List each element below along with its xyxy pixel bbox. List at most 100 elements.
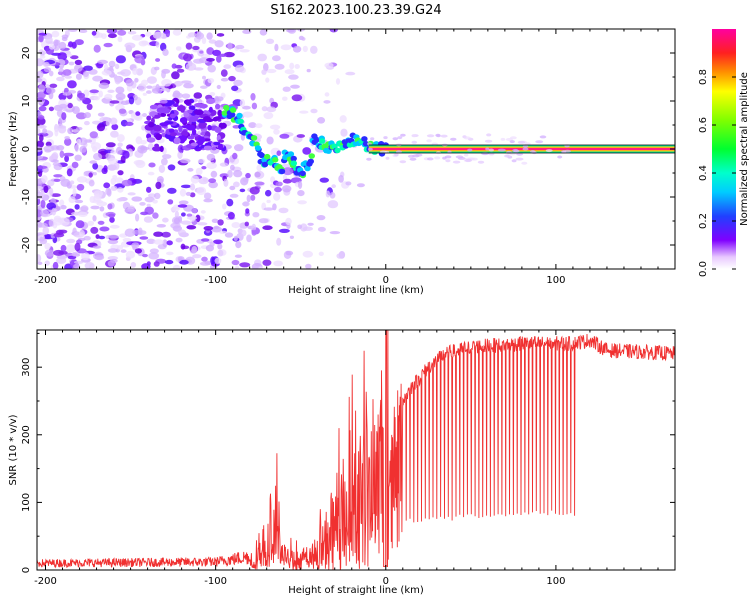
noise-blob bbox=[45, 141, 52, 147]
noise-blob bbox=[146, 186, 152, 193]
noise-blob bbox=[274, 63, 285, 70]
noise-blob bbox=[146, 238, 156, 244]
noise-blob bbox=[112, 175, 118, 179]
noise-blob bbox=[329, 29, 338, 33]
noise-blob bbox=[105, 118, 111, 127]
noise-blob bbox=[174, 80, 184, 87]
dense-blob bbox=[146, 115, 152, 121]
noise-blob bbox=[345, 71, 356, 76]
dense-blob bbox=[169, 132, 178, 137]
noise-blob bbox=[185, 62, 197, 71]
band-noise bbox=[455, 155, 464, 159]
noise-blob bbox=[276, 237, 282, 246]
noise-blob bbox=[48, 218, 55, 227]
noise-blob bbox=[251, 229, 257, 236]
dense-blob bbox=[203, 145, 213, 151]
dense-blob bbox=[203, 116, 211, 122]
dense-blob bbox=[168, 128, 175, 134]
noise-blob bbox=[66, 238, 76, 244]
noise-blob bbox=[227, 212, 235, 220]
noise-blob bbox=[63, 138, 72, 146]
noise-blob bbox=[232, 152, 238, 160]
noise-blob bbox=[219, 173, 229, 178]
noise-blob bbox=[45, 87, 56, 94]
colorbar-label: Normalized spectral amplitude bbox=[739, 72, 750, 226]
band-noise bbox=[426, 139, 432, 143]
noise-blob bbox=[143, 216, 153, 223]
noise-blob bbox=[180, 80, 192, 84]
noise-blob bbox=[239, 99, 246, 108]
dense-blob bbox=[178, 125, 183, 133]
noise-blob bbox=[39, 236, 45, 242]
dense-blob bbox=[159, 112, 167, 117]
noise-blob bbox=[124, 42, 136, 49]
noise-blob bbox=[235, 44, 245, 50]
noise-blob bbox=[223, 64, 232, 69]
noise-blob bbox=[248, 122, 257, 129]
noise-blob bbox=[195, 214, 201, 223]
noise-blob bbox=[140, 211, 149, 216]
noise-blob bbox=[201, 166, 207, 170]
noise-blob bbox=[92, 245, 102, 249]
band-noise bbox=[426, 134, 435, 138]
noise-blob bbox=[155, 41, 160, 48]
noise-blob bbox=[103, 182, 111, 189]
noise-blob bbox=[266, 199, 271, 204]
snr-ticks: -200 -100 0 100 0 100 200 300 bbox=[21, 330, 676, 587]
noise-blob bbox=[61, 34, 69, 39]
noise-blob bbox=[161, 70, 166, 79]
noise-blob bbox=[318, 251, 324, 256]
noise-blob bbox=[190, 249, 197, 254]
dense-blob bbox=[149, 104, 159, 110]
noise-blob bbox=[98, 90, 103, 98]
noise-blob bbox=[68, 29, 78, 32]
noise-blob bbox=[104, 63, 108, 70]
noise-blob bbox=[263, 207, 274, 211]
noise-blob bbox=[223, 51, 235, 58]
noise-blob bbox=[317, 226, 326, 232]
noise-blob bbox=[203, 226, 214, 231]
noise-blob bbox=[73, 260, 84, 264]
noise-blob bbox=[206, 57, 215, 62]
noise-blob bbox=[41, 175, 48, 183]
noise-blob bbox=[183, 53, 192, 62]
dense-blob bbox=[197, 136, 206, 144]
noise-blob bbox=[66, 53, 73, 57]
noise-blob bbox=[146, 203, 151, 207]
dense-blob bbox=[190, 142, 198, 147]
noise-blob bbox=[117, 134, 125, 143]
noise-blob bbox=[246, 194, 251, 203]
noise-blob bbox=[107, 239, 119, 245]
noise-blob bbox=[40, 199, 46, 209]
dense-blob bbox=[159, 100, 168, 104]
dense-blob bbox=[187, 109, 193, 114]
noise-blob bbox=[224, 232, 234, 238]
track-blob bbox=[229, 112, 236, 118]
spectrogram-marks bbox=[37, 29, 675, 269]
noise-blob bbox=[97, 220, 105, 225]
noise-blob bbox=[37, 117, 46, 126]
noise-blob bbox=[67, 102, 73, 109]
band-noise bbox=[497, 148, 506, 152]
noise-blob bbox=[71, 41, 77, 49]
noise-blob bbox=[58, 68, 64, 73]
band-noise bbox=[486, 133, 492, 137]
colorbar-tick-label: 0.4 bbox=[698, 165, 709, 181]
noise-blob bbox=[50, 193, 61, 198]
track-blob bbox=[278, 168, 286, 175]
noise-blob bbox=[296, 134, 305, 138]
noise-blob bbox=[197, 158, 206, 164]
noise-blob bbox=[272, 55, 281, 62]
noise-blob bbox=[89, 89, 99, 94]
noise-blob bbox=[79, 96, 86, 101]
noise-blob bbox=[216, 33, 225, 37]
snr-frame bbox=[36, 329, 676, 571]
noise-blob bbox=[273, 192, 281, 201]
noise-blob bbox=[51, 207, 57, 216]
noise-blob bbox=[93, 152, 103, 161]
noise-blob bbox=[186, 225, 197, 230]
noise-blob bbox=[80, 205, 89, 212]
noise-blob bbox=[166, 240, 173, 246]
noise-blob bbox=[226, 198, 234, 207]
band-noise bbox=[506, 150, 512, 154]
